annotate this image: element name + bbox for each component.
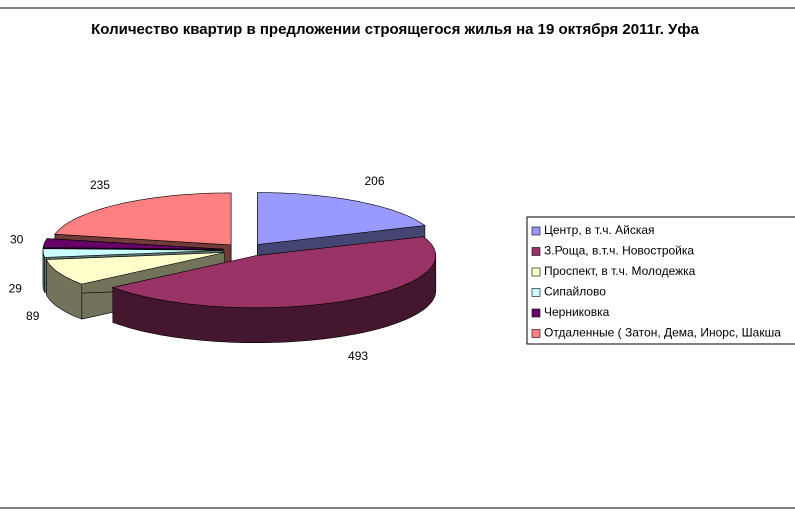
slice (111, 236, 437, 343)
legend-box (526, 216, 795, 345)
data-label: 29 (9, 281, 23, 295)
legend-swatch (531, 288, 541, 297)
legend-label: Центр, в т.ч. Айская (544, 223, 655, 237)
legend-swatch (531, 267, 541, 277)
data-label: 30 (10, 232, 24, 246)
legend-swatch (531, 247, 541, 256)
data-label: 493 (348, 349, 368, 363)
chart-title: Количество квартир в предложении строяще… (91, 21, 699, 38)
data-label: 235 (90, 178, 110, 192)
slice-top (257, 192, 426, 245)
legend-label: Черниковка (544, 305, 610, 319)
slice-top (111, 236, 437, 308)
legend-label: Сипайлово (544, 285, 606, 299)
data-label: 89 (26, 309, 40, 323)
slice-top (42, 238, 224, 250)
slice-top (42, 248, 224, 258)
pie (42, 192, 437, 343)
legend-swatch (531, 308, 541, 318)
slice-top (45, 252, 225, 285)
legend-label: Проспект, в т.ч. Молодежка (544, 264, 696, 278)
legend-swatch (531, 226, 541, 236)
data-label: 206 (364, 174, 384, 188)
legend-label: Отдаленные ( Затон, Дема, Инорс, Шакша (544, 326, 781, 340)
slice-top (54, 192, 232, 246)
legend-swatch (531, 329, 541, 338)
legend-label: З.Роща, в.т.ч. Новостройка (544, 244, 694, 258)
